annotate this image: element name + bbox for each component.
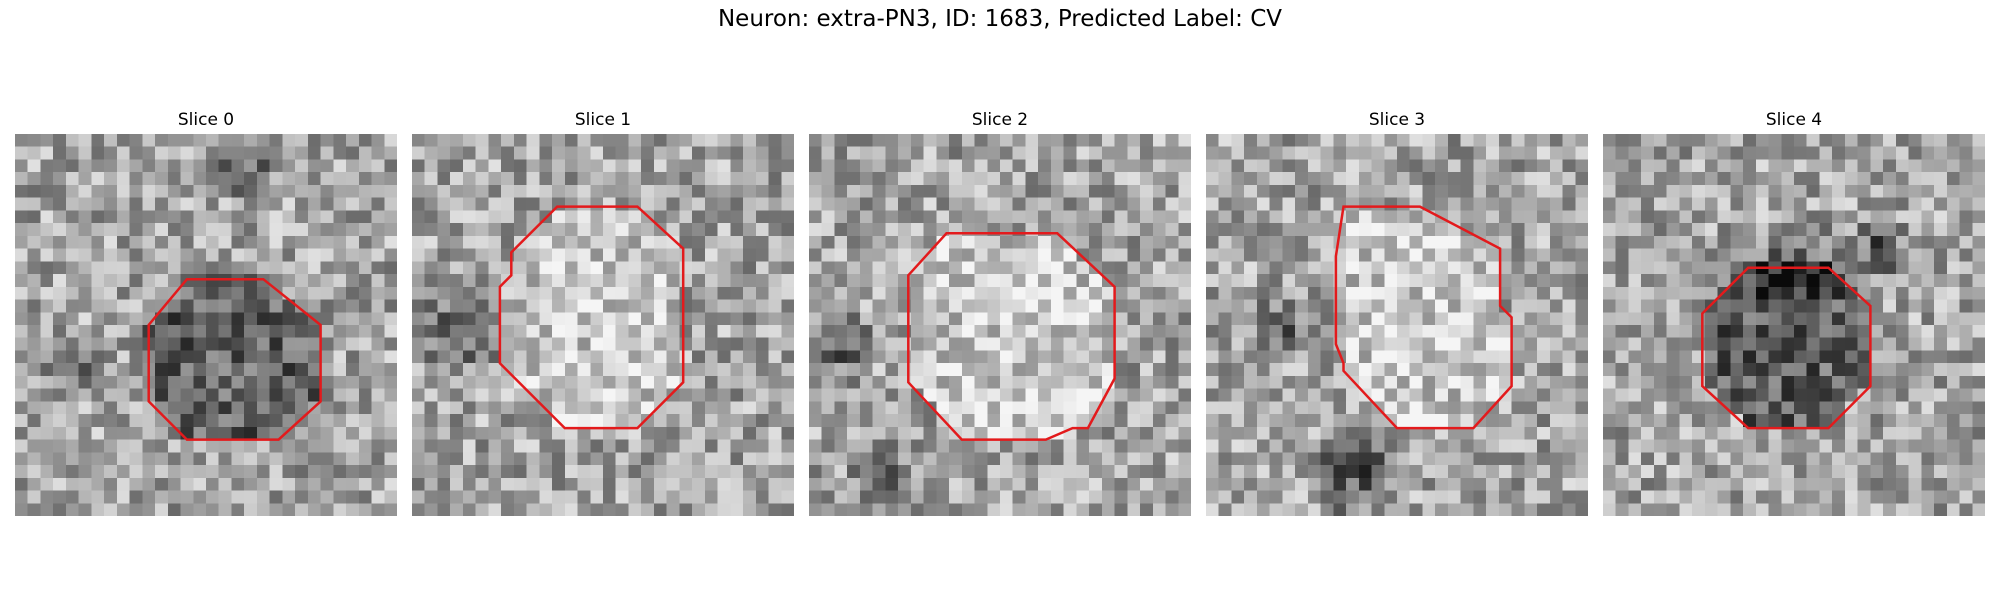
segmentation-contour	[1701, 266, 1872, 430]
slice-title: Slice 2	[971, 110, 1029, 130]
contour-overlay	[1701, 266, 1872, 430]
slice-panel-3: Slice 3	[1206, 106, 1588, 516]
slice-image	[809, 134, 1191, 516]
figure-title: Neuron: extra-PN3, ID: 1683, Predicted L…	[717, 6, 1283, 32]
segmentation-contour	[907, 232, 1116, 441]
slice-image	[1603, 134, 1985, 516]
contour-overlay	[907, 232, 1116, 441]
segmentation-contour	[498, 205, 685, 430]
slice-image	[1206, 134, 1588, 516]
contour-overlay	[1334, 205, 1513, 430]
slice-title: Slice 4	[1765, 110, 1823, 130]
contour-overlay	[498, 205, 685, 430]
slice-title: Slice 1	[574, 110, 632, 130]
slice-panel-4: Slice 4	[1603, 106, 1985, 516]
segmentation-contour	[147, 277, 322, 441]
slice-title: Slice 0	[177, 110, 235, 130]
slice-image	[15, 134, 397, 516]
segmentation-contour	[1334, 205, 1513, 430]
slice-panel-1: Slice 1	[412, 106, 794, 516]
slice-image	[412, 134, 794, 516]
slice-panel-0: Slice 0	[15, 106, 397, 516]
contour-overlay	[147, 277, 322, 441]
slice-panel-2: Slice 2	[809, 106, 1191, 516]
slice-title: Slice 3	[1368, 110, 1426, 130]
